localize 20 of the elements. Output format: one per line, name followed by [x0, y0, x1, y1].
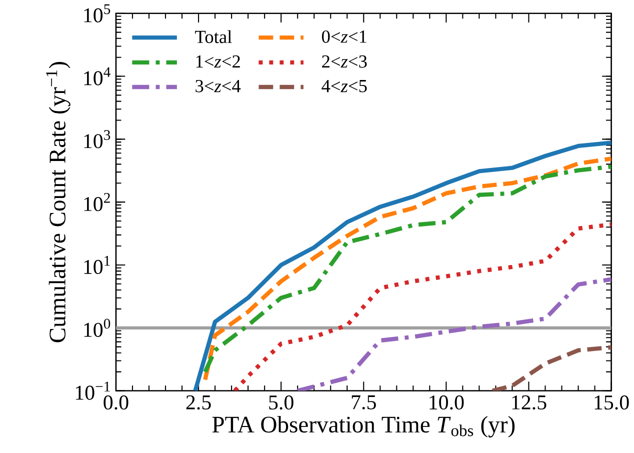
- legend-label: 4<z<5: [322, 80, 367, 92]
- y-tick-label: 10$^{1}$: [84, 256, 110, 274]
- y-tick-label: 10$^{3}$: [84, 130, 110, 148]
- x-tick-label: 12.5: [512, 396, 546, 410]
- y-tick-label: 10$^{4}$: [84, 67, 110, 86]
- y-tick-label: 10$^{2}$: [84, 193, 110, 212]
- x-axis-title: PTA Observation Time T$_{obs}$ (yr): [212, 416, 515, 438]
- y-axis-title: Cumulative Count Rate (yr$^{−1}$): [46, 62, 70, 342]
- legend-label: Total: [195, 30, 232, 44]
- legend-label: 2<z<3: [322, 56, 367, 68]
- legend-label: 1<z<2: [196, 56, 240, 68]
- x-tick-label: 5.0: [269, 396, 294, 410]
- y-tick-label: 10$^{5}$: [84, 4, 110, 23]
- legend-label: 3<z<4: [196, 80, 241, 92]
- x-tick-label: 2.5: [186, 396, 211, 410]
- legend-label: 0<z<1: [322, 30, 366, 44]
- y-tick-label: 10$^{0}$: [84, 318, 110, 338]
- x-tick-label: 15.0: [594, 396, 629, 410]
- x-tick-label: 10.0: [430, 396, 464, 410]
- x-tick-label: 7.5: [352, 396, 376, 410]
